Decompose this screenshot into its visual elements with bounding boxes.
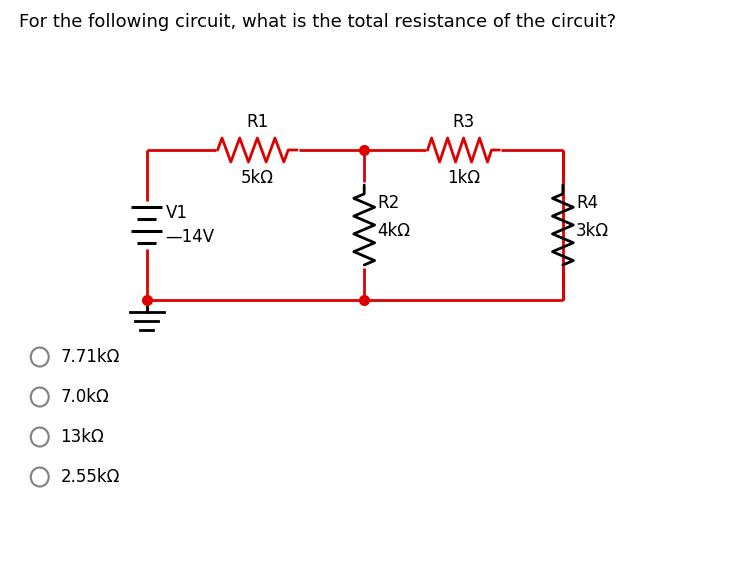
Text: 7.71kΩ: 7.71kΩ — [61, 348, 120, 366]
Text: 4kΩ: 4kΩ — [378, 222, 410, 240]
Text: 3kΩ: 3kΩ — [576, 222, 609, 240]
Text: 2.55kΩ: 2.55kΩ — [61, 468, 120, 486]
Text: 1kΩ: 1kΩ — [447, 169, 480, 187]
Text: 13kΩ: 13kΩ — [61, 428, 104, 446]
Text: R1: R1 — [246, 113, 268, 131]
Text: R3: R3 — [452, 113, 474, 131]
Text: 5kΩ: 5kΩ — [241, 169, 274, 187]
Text: —14V: —14V — [166, 228, 214, 246]
Text: R2: R2 — [378, 194, 400, 212]
Text: For the following circuit, what is the total resistance of the circuit?: For the following circuit, what is the t… — [19, 13, 616, 31]
Text: R4: R4 — [576, 194, 599, 212]
Text: V1: V1 — [166, 204, 188, 222]
Text: 7.0kΩ: 7.0kΩ — [61, 388, 109, 406]
